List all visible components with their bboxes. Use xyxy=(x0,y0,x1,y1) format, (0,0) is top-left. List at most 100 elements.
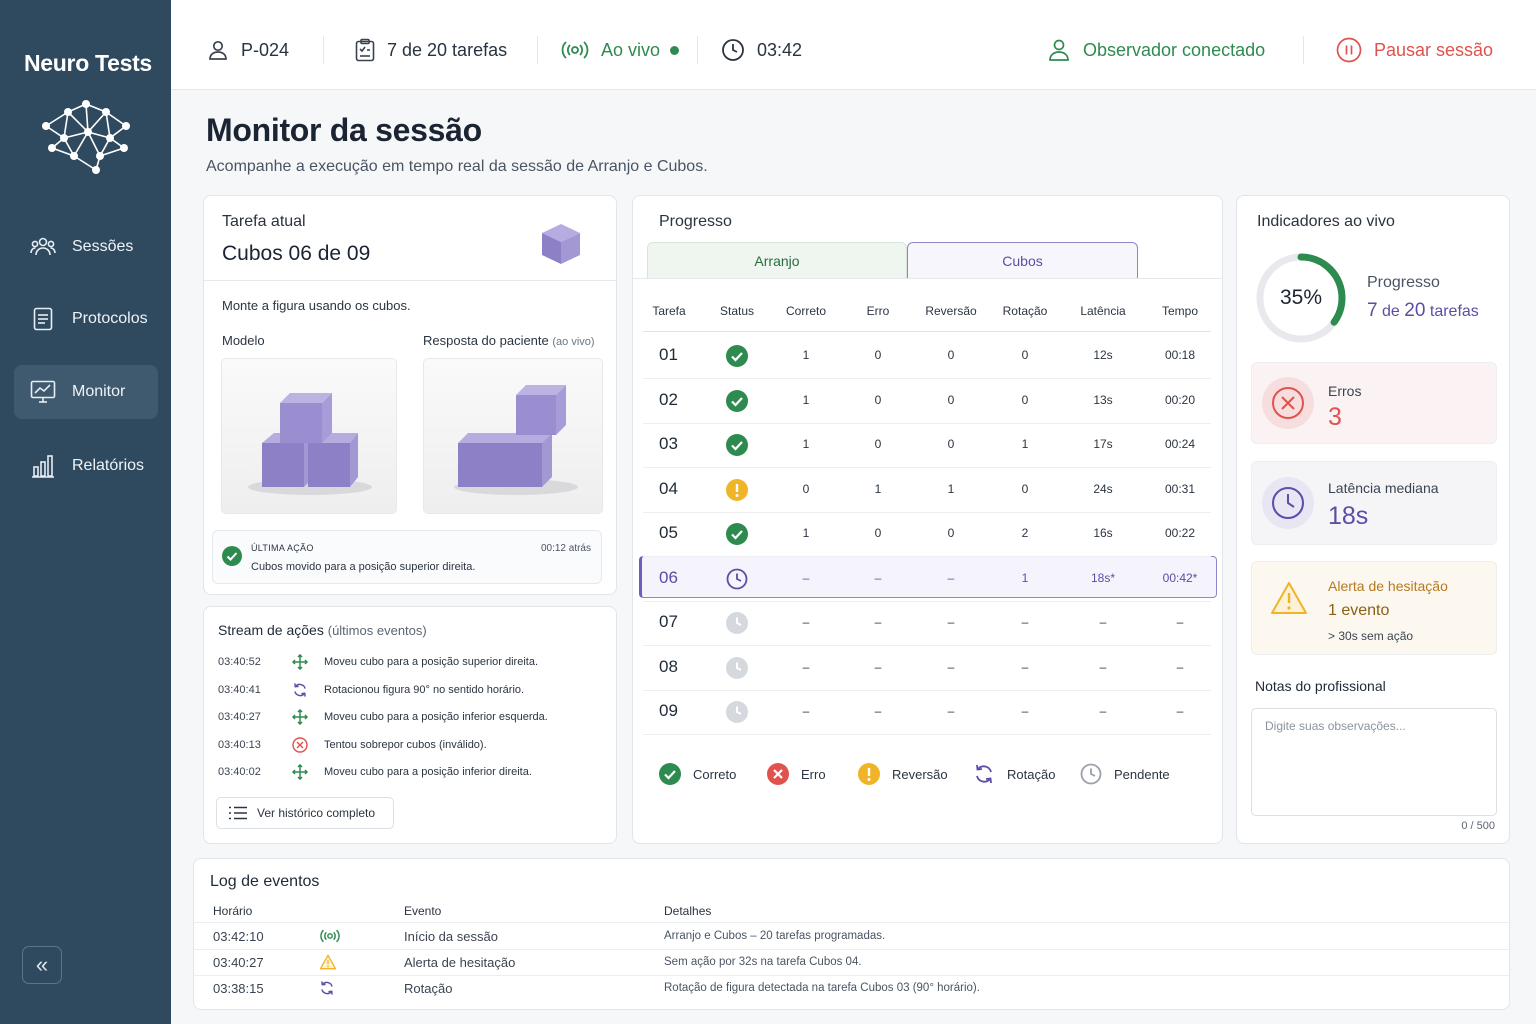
notes-label: Notas do profissional xyxy=(1255,678,1386,694)
observer-status: Observador conectado xyxy=(1047,34,1265,66)
table-cell-erro: – xyxy=(874,570,882,585)
tab-arranjo[interactable]: Arranjo xyxy=(647,242,907,278)
observer-user-icon xyxy=(1049,39,1069,61)
log-col-event: Evento xyxy=(404,904,442,918)
pending-clock-icon xyxy=(726,612,748,637)
table-cell-erro: 0 xyxy=(874,526,882,540)
table-cell-tempo: 00:20 xyxy=(1164,392,1196,407)
sidebar-item-label: Monitor xyxy=(72,383,126,400)
indicators-title: Indicadores ao vivo xyxy=(1257,213,1395,230)
check-circle-icon xyxy=(726,389,748,415)
model-figure xyxy=(221,358,397,514)
table-cell-latencia: 13s xyxy=(1093,392,1113,407)
stream-event-time: 03:40:41 xyxy=(218,683,261,696)
table-cell-erro: – xyxy=(874,615,882,629)
table-cell-correto: – xyxy=(802,615,810,629)
table-cell-correto: – xyxy=(802,659,810,674)
table-cell-rotacao: 1 xyxy=(1021,570,1029,585)
table-cell-erro: 0 xyxy=(874,348,882,362)
rotate-icon xyxy=(319,980,335,999)
table-cell-correto: 1 xyxy=(802,348,810,362)
legend-label: Reversão xyxy=(892,766,948,782)
table-cell-rotacao: 0 xyxy=(1021,481,1029,496)
tab-cubos[interactable]: Cubos xyxy=(907,242,1138,278)
log-event: Alerta de hesitação xyxy=(404,955,516,970)
table-cell-latencia: 18s* xyxy=(1090,570,1116,585)
live-text: Ao vivo xyxy=(601,39,661,60)
pause-session-button[interactable]: Pausar sessão xyxy=(1336,34,1493,66)
full-history-button[interactable]: Ver histórico completo xyxy=(216,797,394,829)
stream-event: 03:40:13 Tentou sobrepor cubos (inválido)… xyxy=(218,736,487,754)
sidebar-item-sessoes[interactable]: Sessões xyxy=(14,220,158,274)
clock-icon xyxy=(722,39,744,61)
table-cell-correto: 1 xyxy=(802,392,810,407)
table-cell-rotacao: 1 xyxy=(1021,437,1029,451)
stream-event-text: Rotacionou figura 90° no sentido horário… xyxy=(324,683,525,696)
clock-icon xyxy=(1262,477,1314,529)
latency-value: 18s xyxy=(1328,502,1369,530)
legend-item: Pendente xyxy=(1080,762,1170,786)
stream-title: Stream de ações (últimos eventos) xyxy=(218,622,427,638)
table-cell-rotacao: 2 xyxy=(1021,526,1029,540)
live-indicators-card: Indicadores ao vivo 35% Progresso 7 de 2… xyxy=(1236,195,1510,844)
exclamation-circle-icon xyxy=(726,478,748,504)
legend-label: Erro xyxy=(801,766,826,782)
log-details: Sem ação por 32s na tarefa Cubos 04. xyxy=(664,956,862,968)
table-cell-reversao: – xyxy=(947,704,955,718)
live-status: Ao vivo xyxy=(561,34,680,66)
stream-event-time: 03:40:27 xyxy=(218,711,261,724)
progress-value: 7 de 20 tarefas xyxy=(1367,300,1479,321)
table-header: Tempo xyxy=(1161,304,1199,318)
table-cell-tempo: 00:31 xyxy=(1164,481,1196,496)
table-cell-rotacao: 0 xyxy=(1021,348,1029,362)
document-icon xyxy=(30,306,56,332)
task-number: 06 xyxy=(659,567,678,587)
table-cell-rotacao: – xyxy=(1021,615,1029,629)
log-time: 03:42:10 xyxy=(213,929,264,944)
progress-percent: 35% xyxy=(1279,286,1323,309)
table-cell-erro: – xyxy=(874,704,882,718)
table-header: Status xyxy=(719,304,755,318)
log-details: Arranjo e Cubos – 20 tarefas programadas… xyxy=(664,930,886,942)
table-header: Latência xyxy=(1080,304,1126,318)
collapse-sidebar-button[interactable]: « xyxy=(22,946,62,984)
model-label: Modelo xyxy=(222,333,265,348)
table-header: Correto xyxy=(785,304,826,318)
table-cell-rotacao: 0 xyxy=(1021,392,1029,407)
stream-event-text: Tentou sobrepor cubos (inválido). xyxy=(324,738,487,751)
alert-title: Alerta de hesitação xyxy=(1328,578,1448,594)
sidebar-item-relatorios[interactable]: Relatórios xyxy=(14,439,158,493)
legend-item: Erro xyxy=(767,762,826,786)
table-cell-latencia: – xyxy=(1099,704,1107,718)
stream-event-time: 03:40:52 xyxy=(218,656,261,668)
page-subtitle: Acompanhe a execução em tempo real da se… xyxy=(206,158,708,175)
check-circle-icon xyxy=(726,345,748,370)
current-task-card: Tarefa atual Cubos 06 de 09 Monte a figu… xyxy=(203,195,617,595)
app-name: Neuro Tests xyxy=(24,50,152,76)
live-dot xyxy=(670,45,680,55)
table-cell-latencia: – xyxy=(1099,615,1107,629)
task-number: 05 xyxy=(659,523,678,542)
move-arrows-icon xyxy=(284,764,316,781)
sidebar-item-protocolos[interactable]: Protocolos xyxy=(14,292,158,346)
task-number: 01 xyxy=(659,345,678,364)
log-time: 03:38:15 xyxy=(213,981,264,996)
error-circle-icon xyxy=(767,763,801,785)
participant-id: P-024 xyxy=(207,34,289,66)
topbar: P-024 7 de 20 tarefas Ao vivo 03:42 Obse… xyxy=(171,0,1536,90)
sidebar-item-monitor[interactable]: Monitor xyxy=(14,365,158,419)
task-count: 7 de 20 tarefas xyxy=(355,34,507,66)
response-label: Resposta do paciente (ao vivo) xyxy=(423,333,595,348)
warning-icon xyxy=(1271,582,1307,614)
table-cell-reversao: 0 xyxy=(947,437,955,451)
log-details: Rotação de figura detectada na tarefa Cu… xyxy=(664,982,980,994)
legend-item: Correto xyxy=(659,762,736,786)
task-number: 09 xyxy=(659,701,678,720)
table-cell-correto: – xyxy=(802,570,810,585)
stream-event-text: Moveu cubo para a posição inferior direi… xyxy=(324,766,532,779)
observer-text: Observador conectado xyxy=(1083,39,1266,60)
table-cell-reversao: – xyxy=(947,659,955,674)
task-count-text: 7 de 20 tarefas xyxy=(387,39,508,60)
notes-textarea[interactable] xyxy=(1251,708,1497,816)
table-header: Erro xyxy=(866,304,890,318)
